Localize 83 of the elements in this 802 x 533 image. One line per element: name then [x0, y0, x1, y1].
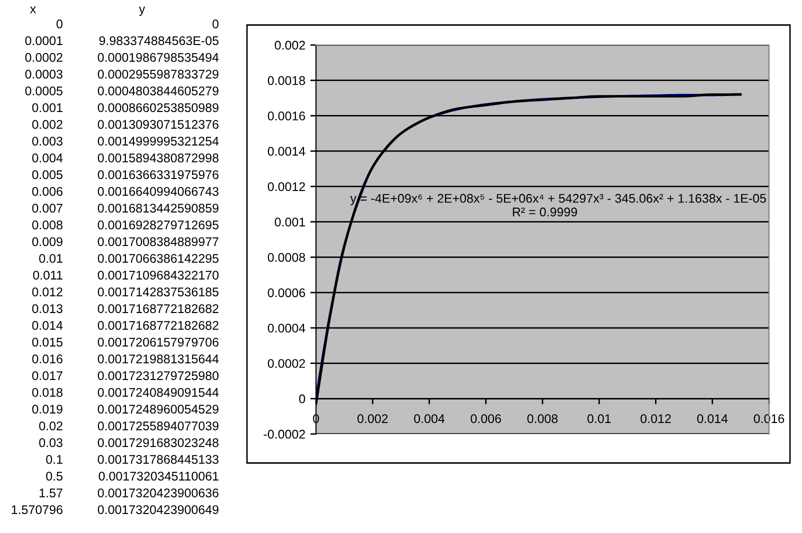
text: 0.003: [32, 136, 62, 146]
text: 0.017: [32, 371, 62, 380]
text: 0.1: [46, 455, 62, 464]
text: y: [138, 6, 146, 16]
y-tick-label: 0.0016: [268, 112, 306, 120]
text: 1.57: [40, 488, 62, 498]
y-tick-label: 0.0006: [268, 288, 306, 298]
text: 0.0013093071512376: [98, 120, 218, 129]
text: 0.0017320345110061: [98, 472, 218, 481]
text: 0.0017008384889977: [98, 237, 218, 246]
y-tick-label: 0.0008: [268, 252, 306, 262]
x-tick-label: 0.012: [640, 414, 671, 424]
text: 0.0016813442590859: [98, 204, 218, 213]
text: 0.011: [33, 270, 62, 280]
x-tick-label: 0.006: [470, 414, 501, 424]
text: 0.0017109684322170: [98, 270, 219, 280]
text: 0.015: [32, 338, 62, 347]
text: 0.0014999995321254: [98, 136, 219, 146]
text: 0.0017142837536185: [98, 288, 218, 296]
text: 0: [56, 20, 63, 28]
x-tick-label: 0.004: [414, 414, 445, 424]
annotation: R² = 0.9999: [512, 208, 578, 216]
text: 0.0017320423900649: [98, 505, 218, 514]
x-tick-label: 0.014: [697, 414, 728, 424]
text: 0.014: [32, 321, 63, 330]
text: 0.0002955987833729: [98, 70, 218, 79]
text: 0.009: [32, 237, 62, 246]
text: 0.0017066386142295: [98, 254, 218, 263]
text: 0.004: [32, 154, 63, 162]
text: 9.983374884563E-05: [99, 36, 218, 46]
text: 0.005: [32, 170, 62, 180]
text: 0.0001: [25, 36, 62, 46]
y-tick-label: 0.0018: [268, 76, 306, 86]
text: 0.0017317868445133: [98, 455, 218, 464]
y-tick-label: 0.0002: [268, 359, 305, 368]
text: 0.0002: [25, 53, 62, 62]
text: 0.0017248960054529: [98, 404, 218, 414]
y-tick-label: 0.0004: [268, 324, 306, 333]
text: 0.001: [32, 103, 62, 112]
text: 0.0017240849091544: [98, 388, 219, 397]
text: 0.0005: [25, 86, 62, 96]
text: 0: [212, 20, 219, 28]
text: 1.570796: [12, 505, 62, 514]
text: 0.0016640994066743: [98, 187, 218, 196]
text: x: [30, 6, 36, 14]
text: 0.0017320423900636: [98, 488, 218, 498]
y-tick-label: 0.0012: [268, 182, 305, 192]
x-tick-label: 0.008: [527, 414, 558, 424]
x-tick-label: 0.002: [357, 414, 388, 424]
y-tick-label: 0: [299, 394, 306, 404]
text: 0.0016366331975976: [98, 170, 218, 180]
text: 0.0017219881315644: [98, 354, 219, 364]
text: 0.0015894380872998: [98, 154, 218, 162]
text: 0.0016928279712695: [98, 220, 218, 230]
text: 0.0017291683023248: [98, 438, 218, 448]
text: 0.008: [32, 220, 62, 230]
text: 0.018: [32, 388, 62, 397]
text: 0.0017168772182682: [98, 321, 218, 330]
text: 0.016: [32, 354, 62, 364]
y-tick-label: 0.002: [274, 40, 305, 50]
text: 0.0004803844605279: [98, 86, 218, 96]
text: 0.0017206157979706: [98, 338, 218, 347]
text: 0.007: [32, 204, 62, 213]
text: 0.006: [32, 187, 62, 196]
text: 0.01: [39, 254, 62, 263]
text: 0.002: [32, 120, 62, 129]
text: 0.0017255894077039: [98, 422, 218, 430]
x-tick-label: 0.01: [587, 414, 611, 424]
text: 0.5: [46, 472, 62, 481]
text: 0.0008660253850989: [98, 103, 218, 112]
text: 0.019: [32, 404, 62, 414]
y-tick-label: -0.0002: [264, 430, 305, 439]
text: 0.0017168772182682: [98, 304, 218, 314]
annotation: y = -4E+09x⁶ + 2E+08x⁵ - 5E+06x⁴ + 54297x³ - 345.06x² + 1.1638x - 1E-05: [350, 194, 766, 206]
text: 0.02: [39, 422, 62, 430]
y-tick-label: 0.0014: [268, 146, 306, 156]
text: 0.0003: [25, 70, 62, 79]
y-tick-label: 0.001: [274, 218, 305, 226]
text: 0.0017231279725980: [98, 371, 219, 380]
text: 0.012: [32, 288, 62, 296]
text: 0.03: [39, 438, 62, 448]
text: 0.013: [32, 304, 62, 314]
text: 0.0001986798535494: [98, 53, 219, 62]
